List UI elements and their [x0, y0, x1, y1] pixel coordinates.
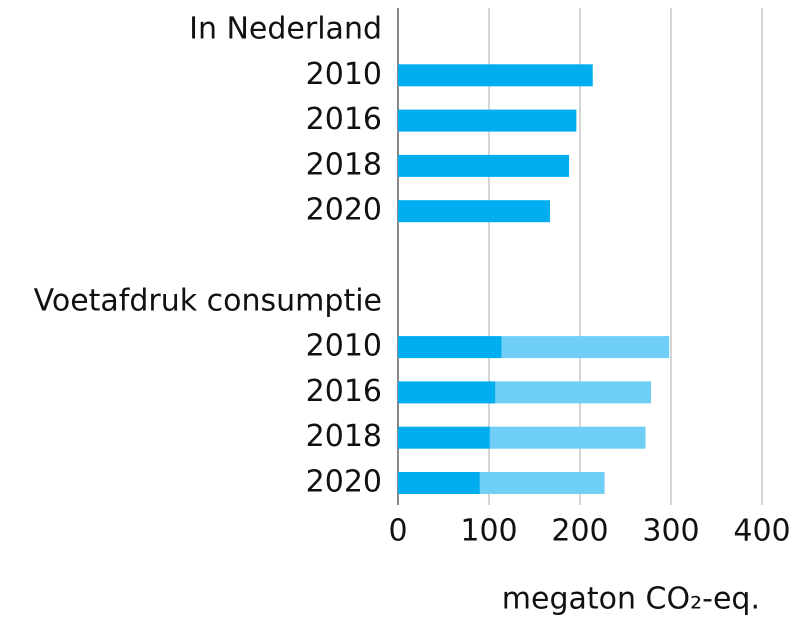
x-tick-label: 0: [388, 514, 407, 549]
y-tick-label: 2016: [306, 102, 382, 137]
x-tick-label: 200: [551, 514, 608, 549]
x-tick-label: 300: [642, 514, 699, 549]
x-axis-label: megaton CO₂-eq.: [502, 582, 760, 617]
y-tick-label: 2016: [306, 374, 382, 409]
x-tick-label: 100: [460, 514, 517, 549]
bar: [398, 64, 593, 87]
y-tick-label: 2010: [306, 57, 382, 92]
bar: [501, 336, 670, 359]
bar: [398, 472, 480, 494]
bar: [398, 154, 570, 177]
bar: [398, 381, 496, 404]
bar: [398, 109, 577, 132]
bar: [398, 426, 490, 449]
y-tick-label: 2010: [306, 329, 382, 364]
group-label: In Nederland: [189, 12, 382, 47]
bar: [495, 381, 651, 404]
bar: [398, 200, 550, 223]
y-tick-label: 2018: [306, 147, 382, 182]
bar: [479, 472, 605, 494]
y-tick-label: 2020: [306, 193, 382, 228]
x-tick-label: 400: [733, 514, 790, 549]
bar: [398, 336, 502, 359]
y-tick-label: 2018: [306, 419, 382, 454]
bar: [489, 426, 646, 449]
group-label: Voetafdruk consumptie: [34, 283, 382, 318]
y-tick-label: 2020: [306, 465, 382, 500]
